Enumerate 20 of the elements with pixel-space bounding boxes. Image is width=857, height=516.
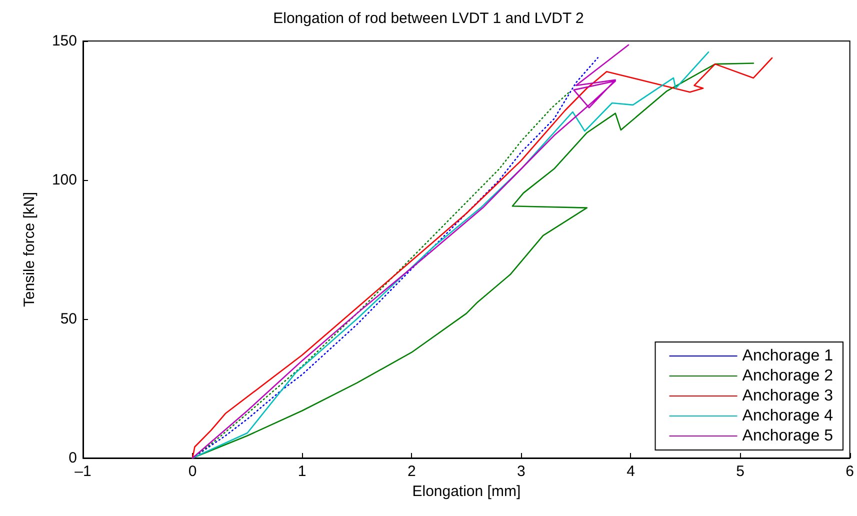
x-tick-label: 3 [517, 463, 526, 480]
legend-label: Anchorage 5 [742, 428, 834, 444]
y-tick-label: 100 [52, 172, 77, 188]
legend-label: Anchorage 2 [742, 368, 834, 384]
legend-label: Anchorage 4 [742, 408, 834, 424]
y-axis-title: Tensile force [kN] [21, 192, 38, 308]
legend-label: Anchorage 3 [742, 388, 834, 404]
y-tick-label: 50 [60, 310, 77, 328]
x-tick-label: 1 [298, 463, 306, 480]
legend-label: Anchorage 1 [742, 348, 834, 364]
x-tick-label: 6 [846, 463, 854, 480]
y-tick-label: 0 [68, 450, 77, 466]
x-tick-label: –1 [74, 463, 92, 480]
chart-title: Elongation of rod between LVDT 1 and LVDT 2 [273, 10, 584, 27]
y-tick-label: 150 [52, 32, 77, 50]
x-axis-title: Elongation [mm] [412, 482, 521, 500]
x-tick-label: 2 [407, 463, 416, 480]
x-tick-label: 5 [736, 463, 744, 480]
x-tick-label: 0 [188, 463, 197, 480]
x-tick-label: 4 [626, 463, 635, 480]
